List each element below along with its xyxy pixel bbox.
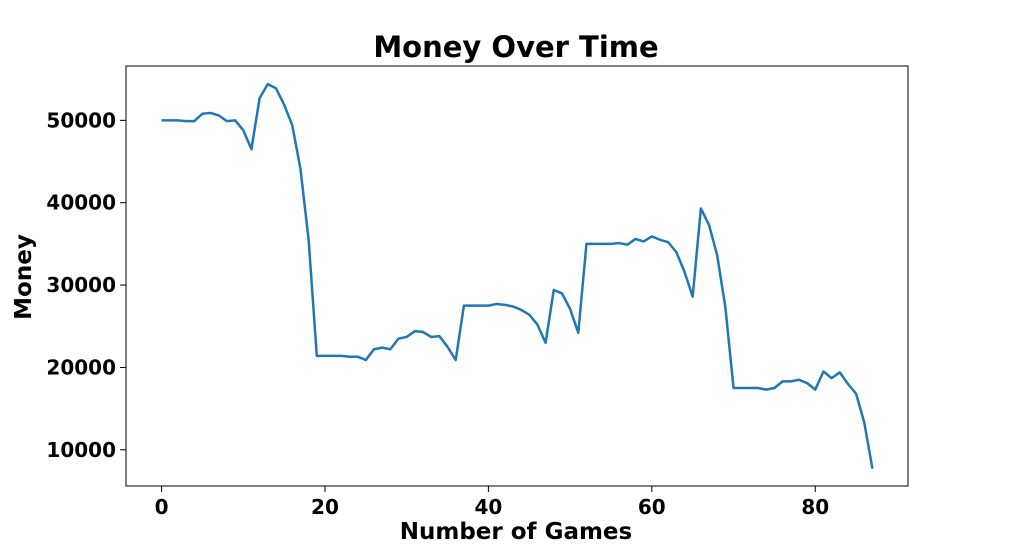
x-tick-label: 60 — [638, 495, 666, 519]
y-axis-label: Money — [11, 234, 37, 320]
x-tick-label: 0 — [155, 495, 169, 519]
x-tick-label: 40 — [474, 495, 502, 519]
x-axis-label: Number of Games — [400, 519, 632, 545]
x-tick-label: 20 — [311, 495, 339, 519]
plot-frame — [125, 65, 909, 487]
x-tick-label: 80 — [801, 495, 829, 519]
y-tick-label: 20000 — [46, 355, 116, 379]
y-tick-label: 30000 — [46, 273, 116, 297]
y-tick-label: 40000 — [46, 191, 116, 215]
series-line — [161, 82, 874, 469]
chart-title: Money Over Time — [373, 30, 658, 64]
y-tick-label: 50000 — [46, 108, 116, 132]
y-tick-label: 10000 — [46, 438, 116, 462]
axis-ticks: 0 20 40 60 80 10000 20000 30000 40000 50000 — [46, 108, 829, 519]
plot-lines — [161, 82, 874, 469]
